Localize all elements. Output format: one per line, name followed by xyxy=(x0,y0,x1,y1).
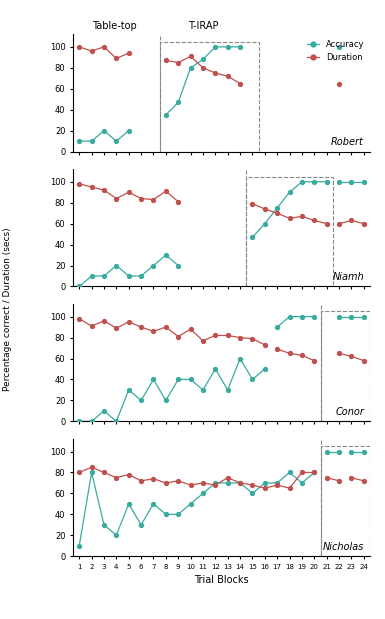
X-axis label: Trial Blocks: Trial Blocks xyxy=(194,576,249,586)
Text: Percentage correct / Duration (secs): Percentage correct / Duration (secs) xyxy=(3,228,12,391)
Text: Table-top: Table-top xyxy=(92,21,137,31)
Text: Nicholas: Nicholas xyxy=(323,542,364,552)
Bar xyxy=(320,311,370,422)
Bar xyxy=(246,176,333,287)
Text: Niamh: Niamh xyxy=(332,272,364,282)
Bar xyxy=(320,446,370,556)
Legend: Accuracy, Duration: Accuracy, Duration xyxy=(305,38,366,64)
Text: Robert: Robert xyxy=(331,137,364,147)
Text: Conor: Conor xyxy=(335,407,364,417)
Bar xyxy=(160,41,259,152)
Text: T-IRAP: T-IRAP xyxy=(188,21,219,31)
